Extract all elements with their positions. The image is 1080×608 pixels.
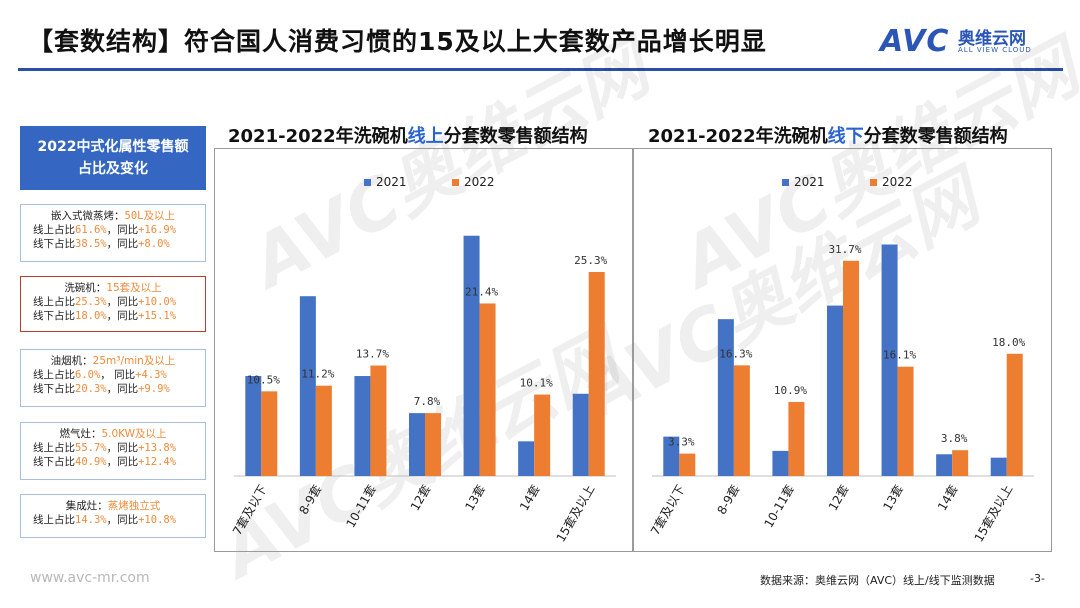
- offline-legend-swatch-2021: [782, 179, 789, 186]
- online-bar-2022-2: [370, 365, 387, 476]
- offline-data-label-5: 3.8%: [941, 432, 968, 445]
- offline-chart-title: 2021-2022年洗碗机线下分套数零售额结构: [648, 126, 1008, 147]
- offline-legend-label-2021: 2021: [794, 175, 825, 189]
- offline-bar-2021-4: [881, 244, 898, 476]
- online-bar-2021-1: [299, 296, 316, 476]
- offline-bar-2021-5: [936, 454, 953, 476]
- online-chart-title: 2021-2022年洗碗机线上分套数零售额结构: [228, 126, 588, 147]
- offline-bar-2022-4: [897, 366, 914, 476]
- online-legend-swatch-2022: [452, 179, 459, 186]
- card-dishwasher: 洗碗机：15套及以上 线上占比25.3%，同比+10.0% 线下占比18.0%，…: [20, 276, 206, 332]
- card-range-hood: 油烟机：25m³/min及以上 线上占比6.0%， 同比+4.3% 线下占比20…: [20, 349, 206, 407]
- card-gas-stove: 燃气灶：5.0KW及以上 线上占比55.7%，同比+13.8% 线下占比40.9…: [20, 422, 206, 480]
- online-bar-2022-5: [534, 394, 551, 476]
- card-embedded-steamer: 嵌入式微蒸烤：50L及以上 线上占比61.6%，同比+16.9% 线下占比38.…: [20, 204, 206, 262]
- online-bar-2021-4: [463, 235, 480, 476]
- header-rule: [18, 68, 1063, 71]
- offline-data-label-6: 18.0%: [992, 336, 1025, 349]
- page-title: 【套数结构】符合国人消费习惯的15及以上大套数产品增长明显: [28, 27, 767, 56]
- online-bar-2022-0: [261, 391, 278, 476]
- offline-bar-2022-3: [843, 260, 859, 476]
- offline-bar-2022-6: [1006, 353, 1023, 476]
- offline-category-label-2: 10-11套: [761, 483, 797, 531]
- online-bar-2021-3: [409, 413, 425, 476]
- logo-mark: AVC: [880, 24, 950, 59]
- online-bar-2022-1: [315, 385, 332, 476]
- online-category-label-2: 10-11套: [343, 483, 379, 531]
- online-data-label-5: 10.1%: [520, 377, 553, 390]
- online-bar-2021-6: [572, 393, 589, 476]
- offline-chart-frame: [632, 148, 1052, 552]
- online-bar-2021-5: [518, 441, 535, 476]
- online-bar-2022-4: [479, 303, 496, 476]
- sidebar-heading: 2022中式化属性零售额 占比及变化: [20, 126, 206, 190]
- online-data-label-3: 7.8%: [414, 395, 441, 408]
- online-legend-label-2021: 2021: [376, 175, 407, 189]
- offline-bar-2022-5: [952, 450, 969, 476]
- offline-bar-2021-6: [990, 457, 1007, 476]
- footer-url[interactable]: www.avc-mr.com: [30, 570, 150, 586]
- offline-bar-2022-1: [733, 365, 750, 476]
- online-category-label-5: 14套: [517, 483, 543, 514]
- offline-category-label-3: 12套: [826, 483, 852, 514]
- offline-legend-label-2022: 2022: [882, 175, 913, 189]
- footer-source: 数据来源：奥维云网（AVC）线上/线下监测数据: [760, 574, 995, 587]
- offline-bar-2022-2: [788, 401, 805, 476]
- online-bar-2022-3: [425, 413, 441, 476]
- online-category-label-1: 8-9套: [297, 483, 325, 517]
- page-number: -3-: [1030, 572, 1045, 585]
- offline-category-label-1: 8-9套: [715, 483, 743, 517]
- online-chart-frame: [214, 148, 634, 552]
- offline-data-label-2: 10.9%: [774, 384, 807, 397]
- offline-data-label-1: 16.3%: [719, 347, 752, 360]
- online-category-label-4: 13套: [462, 483, 488, 514]
- offline-bar-2021-0: [663, 436, 680, 476]
- logo-cn: 奥维云网: [958, 29, 1026, 49]
- online-bar-2022-6: [588, 272, 605, 476]
- offline-data-label-3: 31.7%: [828, 243, 861, 256]
- online-data-label-6: 25.3%: [574, 254, 607, 267]
- online-category-label-0: 7套及以下: [230, 483, 270, 538]
- online-category-label-6: 15套及以上: [554, 483, 598, 545]
- online-bar-chart: 2021 2022 10.5% 7套及以下 11.2% 8-9套 13.7% 10-11套 7.…: [230, 175, 616, 545]
- logo-en: ALL VIEW CLOUD: [958, 46, 1032, 54]
- offline-bar-2021-3: [827, 305, 843, 476]
- online-data-label-1: 11.2%: [301, 368, 334, 381]
- offline-data-label-0: 3.3%: [668, 436, 695, 449]
- card-integrated-stove: 集成灶：蒸烤独立式 线上占比14.3%，同比+10.8%: [20, 494, 206, 538]
- online-data-label-0: 10.5%: [247, 373, 280, 386]
- offline-data-label-4: 16.1%: [883, 349, 916, 362]
- online-data-label-4: 21.4%: [465, 285, 498, 298]
- offline-category-label-0: 7套及以下: [648, 483, 688, 538]
- offline-category-label-5: 14套: [935, 483, 961, 514]
- offline-bar-2022-0: [679, 453, 696, 476]
- online-bar-2021-2: [354, 376, 371, 476]
- online-bar-2021-0: [245, 376, 262, 476]
- offline-legend-swatch-2022: [870, 179, 877, 186]
- offline-bar-chart: 2021 2022 3.3% 7套及以下 16.3% 8-9套 10.9% 10-11套 31.…: [648, 175, 1034, 545]
- offline-bar-2021-1: [717, 319, 734, 476]
- online-data-label-2: 13.7%: [356, 348, 389, 361]
- offline-category-label-4: 13套: [880, 483, 906, 514]
- offline-bar-2021-2: [772, 450, 789, 476]
- online-legend-label-2022: 2022: [464, 175, 495, 189]
- avc-logo: AVC 奥维云网 ALL VIEW CLOUD: [880, 24, 1050, 59]
- online-category-label-3: 12套: [408, 483, 434, 514]
- offline-category-label-6: 15套及以上: [972, 483, 1016, 545]
- online-legend-swatch-2021: [364, 179, 371, 186]
